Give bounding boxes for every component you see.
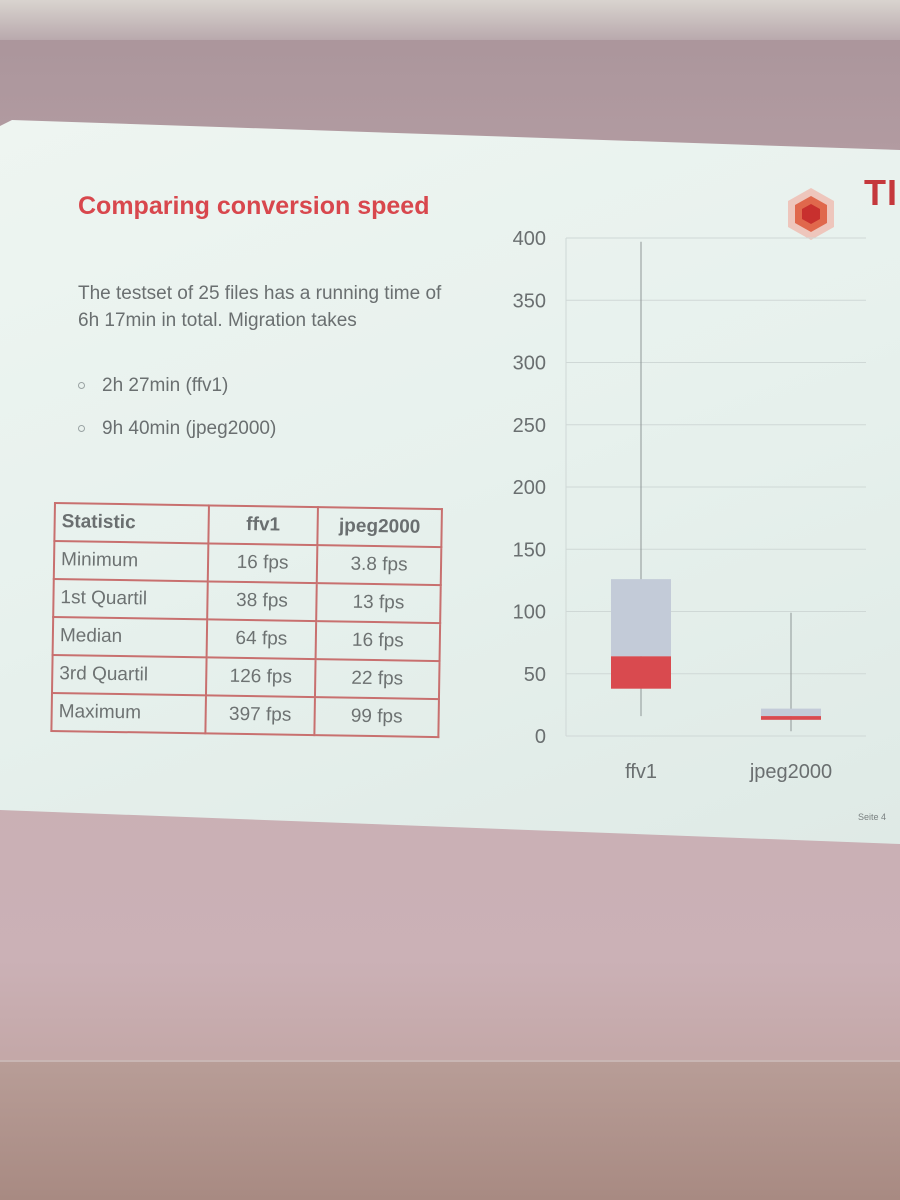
box-lower (611, 656, 671, 689)
row-label: Minimum (53, 541, 209, 582)
slide-title: Comparing conversion speed (78, 192, 430, 220)
row-label: 3rd Quartil (51, 654, 207, 696)
column-header: jpeg2000 (317, 507, 442, 548)
table-cell: 99 fps (314, 697, 439, 738)
column-header: Statistic (54, 503, 209, 544)
y-tick-label: 50 (524, 664, 546, 686)
floor (0, 1062, 900, 1200)
column-header: ffv1 (208, 505, 318, 546)
table-cell: 16 fps (315, 621, 441, 662)
y-tick-label: 250 (513, 415, 546, 437)
table-header-row: Statistic ffv1 jpeg2000 (54, 503, 442, 548)
box-upper (611, 579, 671, 657)
table-cell: 64 fps (206, 619, 317, 660)
table-cell: 16 fps (207, 543, 318, 584)
table-row: 1st Quartil 38 fps 13 fps (53, 579, 441, 624)
y-tick-label: 100 (513, 602, 546, 624)
y-tick-label: 350 (513, 290, 546, 312)
box-plot-chart: 0 50 100 150 200 250 300 350 400 ffv1 jpeg2000 (513, 228, 866, 783)
intro-text: The testset of 25 files has a running ti… (78, 283, 442, 331)
bullet-circle-icon (78, 425, 85, 432)
table-row: Maximum 397 fps 99 fps (51, 692, 439, 738)
y-tick-label: 300 (513, 353, 546, 375)
x-category-label: jpeg2000 (749, 761, 832, 783)
logo-wordmark: TII (864, 172, 900, 213)
table-cell: 126 fps (205, 657, 316, 698)
table-row: Minimum 16 fps 3.8 fps (53, 541, 442, 586)
ceiling (0, 0, 900, 40)
table-cell: 3.8 fps (316, 545, 442, 586)
statistics-table: Statistic ffv1 jpeg2000 Minimum 16 fps 3… (50, 502, 443, 738)
table-row: Median 64 fps 16 fps (52, 617, 441, 662)
row-label: Maximum (51, 692, 206, 734)
y-tick-label: 0 (535, 726, 546, 748)
row-label: Median (52, 617, 208, 658)
bullet-circle-icon (78, 382, 85, 389)
hexagon-logo-icon (788, 188, 834, 240)
table-cell: 13 fps (316, 583, 441, 624)
box-lower (761, 716, 821, 720)
bullet-text: 2h 27min (ffv1) (102, 375, 229, 396)
table-cell: 22 fps (314, 659, 440, 700)
bullet-text: 9h 40min (jpeg2000) (102, 418, 277, 439)
bullet-item: 2h 27min (ffv1) (78, 375, 276, 397)
y-tick-label: 200 (513, 477, 546, 499)
projected-slide: Comparing conversion speed TII The tests… (0, 120, 900, 844)
row-label: 1st Quartil (53, 579, 208, 620)
table-cell: 38 fps (207, 581, 317, 622)
table-row: 3rd Quartil 126 fps 22 fps (51, 654, 440, 700)
table-cell: 397 fps (205, 695, 315, 736)
y-tick-label: 400 (513, 228, 546, 250)
page-number: Seite 4 (858, 812, 887, 822)
box-upper (761, 708, 821, 717)
bullet-list: 2h 27min (ffv1) 9h 40min (jpeg2000) (78, 375, 276, 461)
x-category-label: ffv1 (625, 761, 657, 783)
bullet-item: 9h 40min (jpeg2000) (78, 418, 276, 440)
y-tick-label: 150 (513, 539, 546, 561)
